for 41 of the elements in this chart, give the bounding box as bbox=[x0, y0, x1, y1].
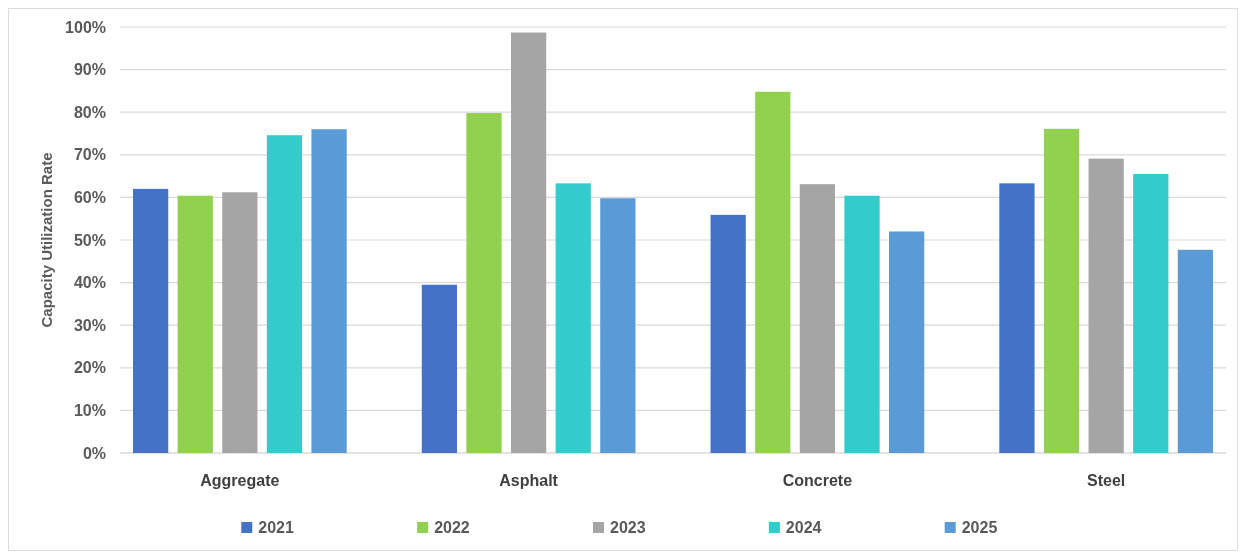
bar bbox=[177, 195, 213, 453]
y-axis-title: Capacity Utilization Rate bbox=[38, 152, 55, 328]
bar bbox=[755, 91, 791, 453]
bar bbox=[222, 192, 258, 453]
x-tick-label: Aggregate bbox=[200, 472, 280, 489]
bar bbox=[999, 183, 1035, 453]
bar bbox=[466, 113, 502, 453]
bar bbox=[844, 195, 880, 453]
x-tick-label: Concrete bbox=[782, 472, 853, 489]
bar bbox=[799, 184, 836, 453]
y-tick-label: 0% bbox=[82, 444, 106, 462]
bar bbox=[311, 129, 347, 453]
bar bbox=[1043, 128, 1080, 453]
x-tick-label: Steel bbox=[1087, 472, 1126, 489]
bar bbox=[1133, 173, 1169, 453]
y-tick-label: 20% bbox=[73, 359, 106, 377]
bar bbox=[710, 214, 746, 453]
y-tick-label: 30% bbox=[73, 316, 106, 334]
bar bbox=[555, 183, 591, 453]
bar bbox=[600, 198, 636, 453]
y-tick-label: 40% bbox=[73, 274, 106, 292]
y-tick-label: 100% bbox=[65, 18, 106, 36]
x-tick-label: Asphalt bbox=[499, 472, 559, 489]
legend-label: 2021 bbox=[258, 519, 294, 536]
y-tick-label: 80% bbox=[73, 103, 106, 121]
y-tick-label: 70% bbox=[73, 146, 106, 164]
legend-label: 2024 bbox=[785, 519, 822, 536]
legend-label: 2025 bbox=[961, 519, 998, 536]
y-tick-label: 60% bbox=[73, 189, 106, 206]
bar bbox=[421, 284, 458, 453]
bar bbox=[510, 32, 547, 453]
bar bbox=[266, 135, 303, 453]
bar bbox=[1177, 249, 1213, 453]
y-tick-label: 90% bbox=[73, 61, 106, 79]
y-tick-label: 50% bbox=[73, 231, 106, 249]
y-tick-label: 10% bbox=[73, 402, 106, 419]
legend-label: 2023 bbox=[610, 519, 646, 536]
bar bbox=[888, 231, 925, 453]
bar bbox=[132, 188, 169, 453]
bar bbox=[1088, 158, 1124, 453]
legend-label: 2022 bbox=[434, 519, 470, 536]
